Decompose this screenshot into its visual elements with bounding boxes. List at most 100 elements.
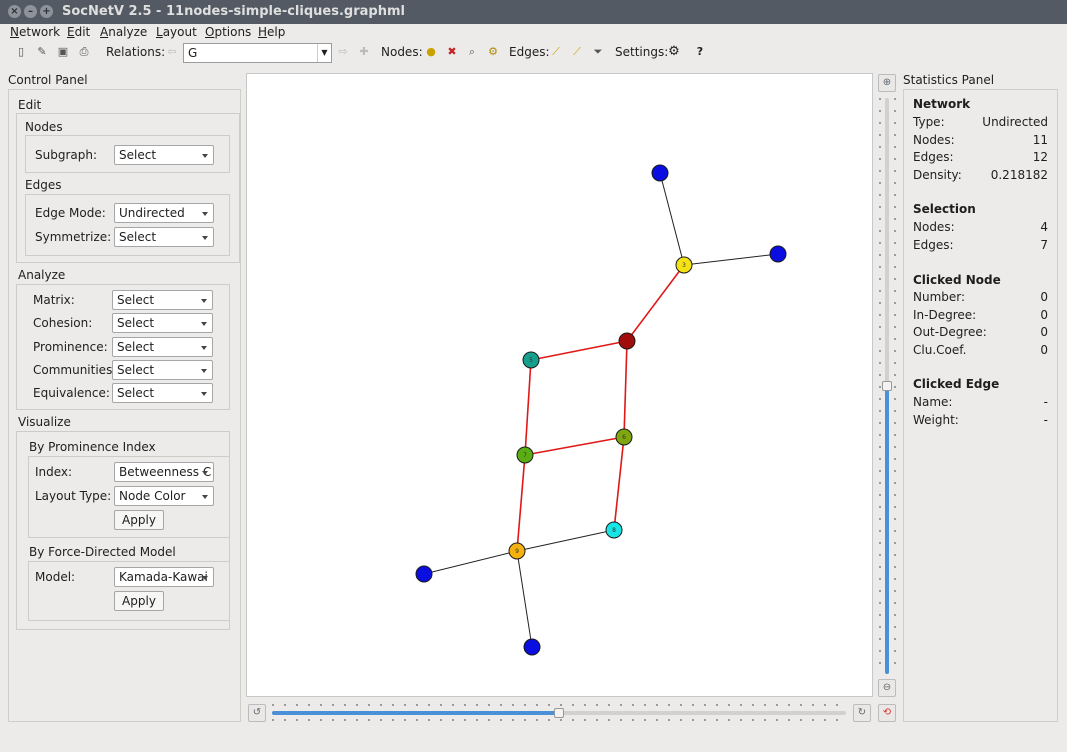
- menu-edit[interactable]: Edit: [67, 25, 91, 39]
- rotate-slider-fill: [272, 711, 559, 715]
- type-value: Undirected: [982, 115, 1048, 129]
- menu-help[interactable]: Help: [258, 25, 286, 39]
- clicked-node-heading: Clicked Node: [913, 273, 1001, 287]
- nodes-group: [25, 135, 230, 173]
- minimize-window-icon[interactable]: –: [24, 5, 37, 18]
- graph-node-8[interactable]: [605, 521, 623, 539]
- cohesion-label: Cohesion:: [33, 316, 93, 330]
- remove-edge-icon[interactable]: ⟋: [573, 45, 581, 58]
- prev-relation-icon[interactable]: ⇦: [167, 45, 177, 58]
- model-label: Model:: [35, 570, 76, 584]
- close-window-icon[interactable]: ×: [8, 5, 21, 18]
- density-value: 0.218182: [990, 168, 1048, 182]
- graph-node-n10[interactable]: [415, 565, 433, 583]
- graph-node-label-8: 8: [612, 527, 616, 534]
- whats-this-help-icon[interactable]: ?: [696, 45, 704, 58]
- nodes-label: Nodes:: [381, 45, 423, 59]
- layout-type-label: Layout Type:: [35, 489, 112, 503]
- graph-edge-6-8[interactable]: [613, 436, 625, 531]
- subgraph-select[interactable]: Select: [114, 145, 214, 165]
- graph-edge-9-n10[interactable]: [423, 550, 518, 575]
- communities-select[interactable]: Select: [112, 360, 213, 380]
- menu-network[interactable]: Network: [10, 25, 61, 39]
- graph-node-n2[interactable]: [769, 245, 787, 263]
- in-degree-value: 0: [1040, 308, 1048, 322]
- communities-label: Communities:: [33, 363, 117, 377]
- model-select[interactable]: Kamada-Kawai: [114, 567, 214, 587]
- graph-node-7[interactable]: [516, 446, 534, 464]
- graph-edge-9-n11[interactable]: [516, 550, 533, 648]
- save-network-icon[interactable]: ▣: [57, 45, 69, 58]
- graph-edge-3-n2[interactable]: [683, 253, 779, 266]
- selected-nodes-value: 4: [1040, 220, 1048, 234]
- menu-analyze[interactable]: Analyze: [100, 25, 148, 39]
- remove-node-icon[interactable]: ✖: [447, 45, 457, 58]
- control-panel: [8, 89, 241, 722]
- zoom-in-icon[interactable]: ⊕: [878, 74, 896, 92]
- find-node-icon[interactable]: ⌕: [468, 45, 476, 58]
- apply-force-button[interactable]: Apply: [114, 591, 164, 611]
- clu-coef-value: 0: [1040, 343, 1048, 357]
- add-edge-icon[interactable]: ⟋: [552, 45, 560, 58]
- relation-select[interactable]: G ▼: [183, 43, 332, 63]
- next-relation-icon[interactable]: ⇨: [338, 45, 348, 58]
- edge-mode-select[interactable]: Undirected: [114, 203, 214, 223]
- type-label: Type:: [913, 115, 945, 129]
- edge-weight-value: -: [1043, 413, 1048, 427]
- rotate-slider-handle[interactable]: [554, 708, 564, 718]
- graph-node-5[interactable]: [522, 351, 540, 369]
- menu-layout[interactable]: Layout: [156, 25, 197, 39]
- graph-node-label-5: 5: [529, 357, 533, 364]
- edit-group-label: Edit: [18, 98, 42, 112]
- graph-edge-7-9[interactable]: [516, 454, 526, 552]
- maximize-window-icon[interactable]: +: [40, 5, 53, 18]
- new-network-icon[interactable]: ▯: [17, 45, 25, 58]
- graph-node-n4[interactable]: [618, 332, 636, 350]
- rotate-ticks-top: [272, 704, 846, 706]
- add-relation-icon[interactable]: ✚: [359, 45, 369, 58]
- graph-edge-7-6[interactable]: [524, 436, 625, 456]
- window-title: SocNetV 2.5 - 11nodes-simple-cliques.gra…: [62, 4, 405, 19]
- graph-node-n11[interactable]: [523, 638, 541, 656]
- graph-node-3[interactable]: [675, 256, 693, 274]
- rotate-ticks-bottom: [272, 719, 846, 721]
- filter-edges-icon[interactable]: ⏷: [593, 45, 603, 58]
- graph-edge-n1-3[interactable]: [659, 172, 685, 266]
- equivalence-select[interactable]: Select: [112, 383, 213, 403]
- graph-node-6[interactable]: [615, 428, 633, 446]
- matrix-select[interactable]: Select: [112, 290, 213, 310]
- graph-node-9[interactable]: [508, 542, 526, 560]
- apply-prominence-button[interactable]: Apply: [114, 510, 164, 530]
- graph-edge-8-9[interactable]: [516, 529, 615, 552]
- reset-view-icon[interactable]: ⟲: [878, 704, 896, 722]
- menu-options[interactable]: Options: [205, 25, 252, 39]
- in-degree-label: In-Degree:: [913, 308, 977, 322]
- statistics-panel-title: Statistics Panel: [903, 73, 995, 87]
- print-icon[interactable]: ⎙: [79, 45, 89, 58]
- index-select[interactable]: Betweenness C: [114, 462, 214, 482]
- graph-node-n1[interactable]: [651, 164, 669, 182]
- gear-icon[interactable]: ⚙: [668, 44, 680, 59]
- clicked-edge-heading: Clicked Edge: [913, 377, 1000, 391]
- zoom-slider-handle[interactable]: [882, 381, 892, 391]
- node-properties-icon[interactable]: ⚙: [488, 45, 498, 58]
- graph-edge-n4-5[interactable]: [530, 340, 628, 361]
- graph-drawing[interactable]: 3 5 6 7 8 9: [247, 74, 872, 696]
- prominence-select[interactable]: Select: [112, 337, 213, 357]
- selected-edges-label: Edges:: [913, 238, 954, 252]
- zoom-out-icon[interactable]: ⊖: [878, 679, 896, 697]
- statistics-panel: [903, 89, 1058, 722]
- add-node-icon[interactable]: ●: [426, 45, 436, 58]
- graph-edge-3-n4[interactable]: [626, 264, 685, 342]
- graph-edge-5-7[interactable]: [524, 359, 532, 456]
- symmetrize-select[interactable]: Select: [114, 227, 214, 247]
- rotate-right-icon[interactable]: ↻: [853, 704, 871, 722]
- graph-edge-n4-6[interactable]: [623, 340, 628, 438]
- cohesion-select[interactable]: Select: [112, 313, 213, 333]
- clu-coef-label: Clu.Coef.: [913, 343, 967, 357]
- node-number-value: 0: [1040, 290, 1048, 304]
- rotate-left-icon[interactable]: ↺: [248, 704, 266, 722]
- graph-canvas[interactable]: 3 5 6 7 8 9: [246, 73, 873, 697]
- layout-type-select[interactable]: Node Color: [114, 486, 214, 506]
- open-network-icon[interactable]: ✎: [37, 45, 47, 58]
